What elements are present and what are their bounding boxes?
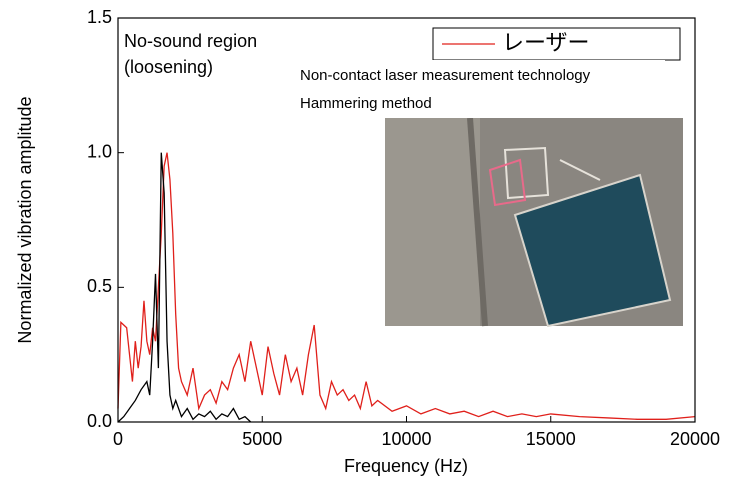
legend-label: レーザー xyxy=(502,30,590,55)
y-tick-label: 1.0 xyxy=(87,141,112,161)
photo-wall xyxy=(385,118,480,326)
x-axis-title: Frequency (Hz) xyxy=(344,456,468,476)
annotation: Non-contact laser measurement technology xyxy=(300,67,591,84)
x-tick-label: 10000 xyxy=(381,429,431,449)
series-line xyxy=(117,152,252,423)
photo-inset xyxy=(385,117,683,328)
y-tick-label: 1.5 xyxy=(87,7,112,27)
photo-board xyxy=(513,173,672,328)
annotation: No-sound region xyxy=(124,31,257,51)
x-tick-label: 0 xyxy=(113,429,123,449)
photo-seam xyxy=(467,117,488,327)
annotation: Hammering method xyxy=(300,95,432,112)
series-line xyxy=(117,152,696,420)
y-axis-title: Normalized vibration amplitude xyxy=(15,96,35,343)
photo-chalk xyxy=(488,158,527,207)
annotation: (loosening) xyxy=(124,57,213,77)
y-tick-label: 0.5 xyxy=(87,276,112,296)
x-tick-label: 5000 xyxy=(242,429,282,449)
x-tick-label: 15000 xyxy=(526,429,576,449)
y-tick-label: 0.0 xyxy=(87,411,112,431)
annotation-box xyxy=(296,60,665,118)
x-tick-label: 20000 xyxy=(670,429,720,449)
